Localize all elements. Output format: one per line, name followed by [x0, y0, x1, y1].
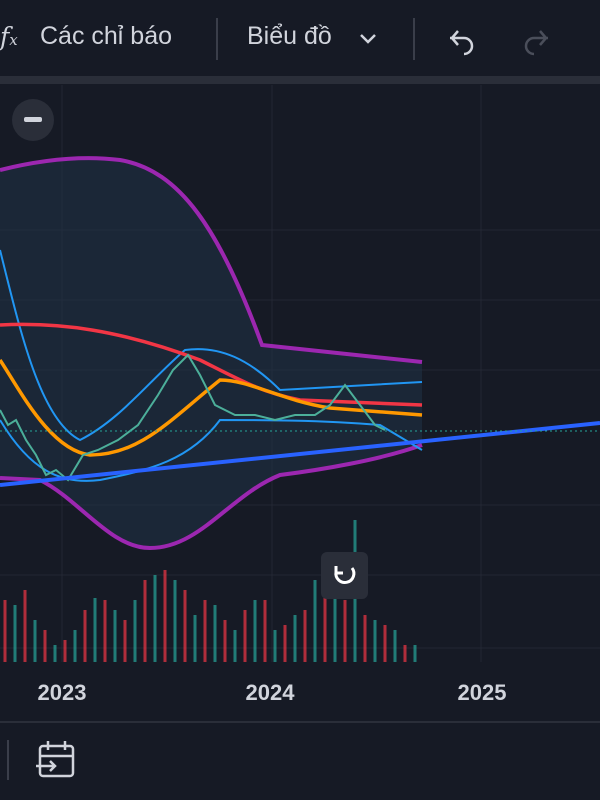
undo-icon[interactable] [450, 30, 474, 56]
trend-line [0, 421, 600, 487]
calendar-icon[interactable] [36, 741, 75, 778]
x-tick-label: 2025 [457, 680, 507, 705]
lower-band [0, 443, 423, 551]
toolbar-separator [216, 18, 218, 60]
reset-icon [334, 566, 356, 584]
reset-button[interactable] [321, 552, 368, 599]
band-fill [0, 158, 422, 548]
chart-button[interactable]: Biểu đồ [247, 22, 332, 50]
toolbar-divider [0, 76, 600, 84]
x-tick-label: 2024 [245, 680, 295, 705]
minus-icon [24, 117, 42, 122]
x-tick-label: 2023 [37, 680, 87, 705]
ma-orange [0, 359, 423, 457]
fx-icon[interactable]: fx [0, 22, 18, 51]
toolbar-separator [413, 18, 415, 60]
chevron [360, 34, 376, 44]
volume [3, 520, 417, 662]
candles [0, 353, 386, 482]
redo-icon[interactable] [524, 30, 548, 56]
indicators-button[interactable]: Các chỉ báo [40, 22, 173, 50]
upper-band [0, 156, 423, 364]
inner-upper [0, 249, 423, 442]
inner-lower [0, 418, 423, 482]
